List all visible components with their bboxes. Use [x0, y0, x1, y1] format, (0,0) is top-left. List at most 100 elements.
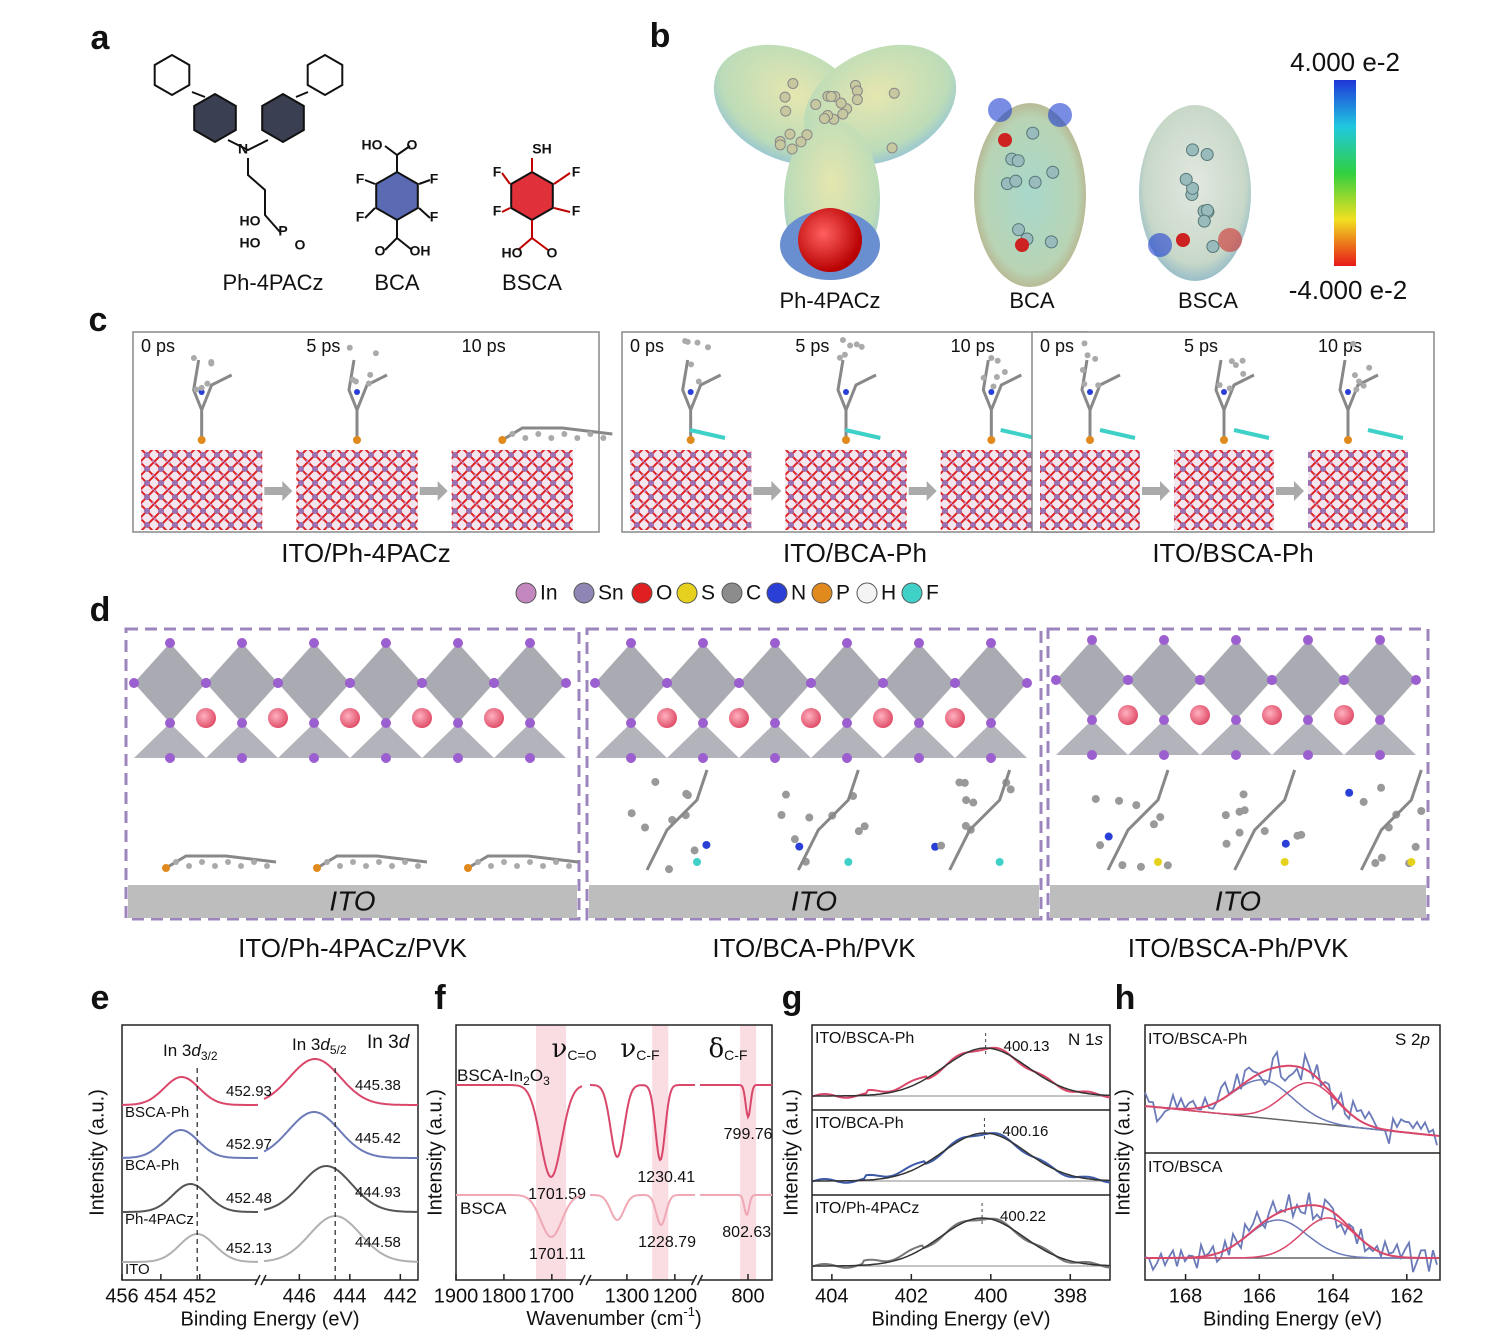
ring	[193, 92, 237, 144]
atom	[402, 859, 408, 865]
atom	[1356, 378, 1363, 385]
atom	[835, 97, 847, 109]
text-part: 2	[523, 1074, 530, 1088]
spectrum	[263, 1058, 418, 1106]
x-tick-label: 800	[731, 1285, 764, 1307]
atom	[1186, 143, 1200, 157]
atom	[980, 374, 987, 381]
peak-label: 452.48	[226, 1190, 272, 1207]
spectrum	[263, 1165, 418, 1213]
octahedron	[1200, 720, 1272, 755]
axis-break	[579, 1274, 592, 1286]
atom	[1371, 859, 1380, 868]
molecule	[192, 359, 233, 440]
legend-swatch	[856, 582, 878, 604]
atom	[847, 342, 854, 349]
axis-break	[258, 1276, 264, 1284]
atom	[1136, 862, 1145, 871]
atom	[415, 863, 421, 869]
atom	[651, 777, 660, 786]
x-tick-label: 456	[105, 1285, 138, 1307]
atom	[998, 133, 1012, 147]
atom	[354, 389, 360, 395]
atom	[853, 341, 860, 348]
text-part: S 2	[1395, 1030, 1421, 1049]
time-label: 5 ps	[306, 336, 340, 356]
atom	[702, 840, 711, 849]
atom	[886, 142, 898, 154]
iodide	[381, 753, 391, 763]
octahedron	[1056, 640, 1128, 720]
atom	[1226, 385, 1233, 392]
adsorbate	[1367, 428, 1404, 440]
octahedron	[1344, 720, 1416, 755]
spectrum	[122, 1233, 258, 1263]
time-label: 10 ps	[462, 336, 506, 356]
x-tick-label: 446	[283, 1285, 316, 1307]
plot-frame	[121, 1024, 419, 1281]
peak-label: 444.93	[355, 1184, 401, 1201]
atom	[1350, 340, 1357, 347]
iodide	[1087, 750, 1097, 760]
atom	[553, 859, 559, 865]
atom	[574, 435, 581, 441]
peak-label: 1701.11	[529, 1246, 586, 1263]
molecule-name: Ph-4PACz	[779, 288, 880, 313]
system-name: ITO/Ph-4PACz/PVK	[238, 933, 467, 963]
atom	[251, 859, 257, 865]
iodide	[1022, 678, 1032, 688]
text-part: 3	[543, 1074, 550, 1088]
series-label: ITO/BCA-Ph	[815, 1115, 904, 1132]
frame	[124, 627, 581, 921]
system-name: ITO/BSCA-Ph	[1152, 538, 1313, 568]
spectrum	[122, 1076, 258, 1106]
peak-label: 400.13	[1004, 1038, 1050, 1055]
spectrum	[700, 1084, 772, 1120]
band-label: νC-F	[620, 1034, 659, 1064]
ito-slab	[1040, 450, 1140, 530]
atom	[1220, 436, 1228, 444]
substrate-label: ITO	[329, 885, 375, 916]
octahedron	[739, 643, 811, 723]
legend-label: F	[926, 582, 939, 605]
x-tick-label: 1900	[434, 1285, 479, 1307]
atom	[1009, 174, 1023, 188]
peak-label: 400.16	[1002, 1123, 1048, 1140]
atom	[1280, 858, 1289, 866]
atom	[1281, 839, 1290, 848]
atom	[190, 354, 197, 361]
atom	[238, 863, 244, 869]
iodide	[1375, 750, 1385, 760]
cation	[340, 708, 360, 728]
ring	[510, 170, 554, 222]
x-tick-label: 454	[144, 1285, 177, 1307]
ito-slab	[296, 450, 418, 530]
plot-frame	[811, 1024, 1111, 1281]
text-part: d	[399, 1032, 411, 1053]
iodide	[626, 638, 636, 648]
ito-layer	[1050, 885, 1426, 918]
y-axis-label: Intensity (a.u.)	[424, 1089, 446, 1216]
atom	[1154, 858, 1162, 866]
legend-swatch	[766, 582, 788, 604]
atom	[688, 361, 695, 368]
x-tick-label: 162	[1390, 1285, 1423, 1307]
atom	[781, 790, 790, 799]
atom	[363, 863, 369, 869]
spectrum	[263, 1111, 418, 1159]
atom	[1095, 382, 1102, 389]
x-tick-label: 452	[183, 1285, 216, 1307]
x-axis-label: Binding Energy (eV)	[872, 1308, 1051, 1330]
peak-label: 444.58	[355, 1234, 401, 1251]
octahedron	[1272, 640, 1344, 720]
colorbar-min: -4.000 e-2	[1289, 275, 1408, 305]
atom-label: F	[430, 171, 439, 187]
atom	[600, 435, 607, 441]
atom	[514, 863, 520, 869]
text-part: ν	[552, 1034, 568, 1064]
legend-swatch	[901, 582, 923, 604]
spectrum	[456, 1194, 583, 1239]
atom	[695, 378, 702, 385]
legend-swatch	[573, 582, 595, 604]
atom	[212, 863, 218, 869]
